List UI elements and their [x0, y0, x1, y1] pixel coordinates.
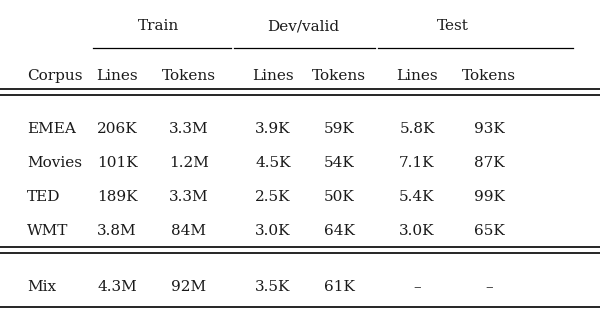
Text: Movies: Movies [27, 156, 82, 170]
Text: 2.5K: 2.5K [255, 190, 291, 204]
Text: 99K: 99K [473, 190, 505, 204]
Text: 84M: 84M [172, 224, 206, 238]
Text: WMT: WMT [27, 224, 68, 238]
Text: 5.4K: 5.4K [399, 190, 435, 204]
Text: 189K: 189K [97, 190, 137, 204]
Text: 3.3M: 3.3M [169, 190, 209, 204]
Text: 3.5K: 3.5K [256, 280, 290, 294]
Text: Train: Train [139, 19, 179, 33]
Text: 92M: 92M [172, 280, 206, 294]
Text: 1.2M: 1.2M [169, 156, 209, 170]
Text: Dev/valid: Dev/valid [267, 19, 339, 33]
Text: 206K: 206K [97, 122, 137, 136]
Text: Mix: Mix [27, 280, 56, 294]
Text: 93K: 93K [473, 122, 505, 136]
Text: 54K: 54K [323, 156, 355, 170]
Text: 3.0K: 3.0K [255, 224, 291, 238]
Text: Tokens: Tokens [162, 69, 216, 83]
Text: 101K: 101K [97, 156, 137, 170]
Text: 5.8K: 5.8K [400, 122, 434, 136]
Text: Lines: Lines [252, 69, 294, 83]
Text: 4.3M: 4.3M [97, 280, 137, 294]
Text: Test: Test [437, 19, 469, 33]
Text: 3.0K: 3.0K [399, 224, 435, 238]
Text: –: – [485, 280, 493, 294]
Text: 3.9K: 3.9K [255, 122, 291, 136]
Text: 61K: 61K [323, 280, 355, 294]
Text: –: – [413, 280, 421, 294]
Text: 65K: 65K [473, 224, 505, 238]
Text: 7.1K: 7.1K [399, 156, 435, 170]
Text: 3.8M: 3.8M [97, 224, 137, 238]
Text: 64K: 64K [323, 224, 355, 238]
Text: 87K: 87K [473, 156, 505, 170]
Text: 3.3M: 3.3M [169, 122, 209, 136]
Text: TED: TED [27, 190, 61, 204]
Text: Corpus: Corpus [27, 69, 83, 83]
Text: Tokens: Tokens [312, 69, 366, 83]
Text: Lines: Lines [96, 69, 138, 83]
Text: 50K: 50K [323, 190, 355, 204]
Text: Lines: Lines [396, 69, 438, 83]
Text: EMEA: EMEA [27, 122, 76, 136]
Text: Tokens: Tokens [462, 69, 516, 83]
Text: 4.5K: 4.5K [255, 156, 291, 170]
Text: 59K: 59K [323, 122, 355, 136]
